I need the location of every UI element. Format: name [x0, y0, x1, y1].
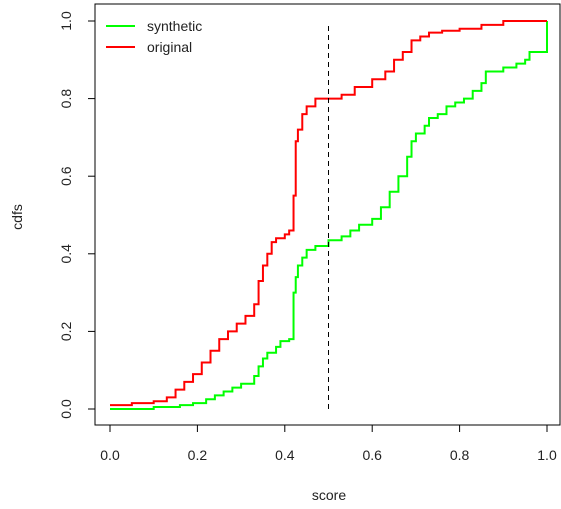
y-tick-label: 0.6 — [58, 166, 74, 186]
y-tick-label: 0.0 — [58, 399, 74, 419]
legend-label-synthetic: synthetic — [147, 18, 202, 34]
y-axis: 0.0 0.2 0.4 0.6 0.8 1.0 — [58, 11, 95, 419]
y-tick-label: 1.0 — [58, 11, 74, 31]
y-axis-label: cdfs — [9, 204, 25, 230]
series-layer — [109, 20, 548, 410]
x-axis-label: score — [312, 487, 346, 503]
x-tick-label: 0.8 — [450, 447, 470, 463]
y-tick-label: 0.8 — [58, 89, 74, 109]
legend-label-original: original — [147, 39, 192, 55]
series-line-original — [110, 20, 547, 407]
x-tick-label: 0.2 — [188, 447, 208, 463]
plot-frame — [94, 3, 561, 426]
x-tick-label: 0.0 — [100, 447, 120, 463]
x-tick-label: 0.6 — [362, 447, 382, 463]
x-tick-label: 1.0 — [537, 447, 557, 463]
y-tick-label: 0.4 — [58, 244, 74, 264]
x-axis: 0.0 0.2 0.4 0.6 0.8 1.0 — [100, 425, 557, 463]
legend: synthetic original — [106, 18, 202, 55]
y-tick-label: 0.2 — [58, 321, 74, 341]
x-tick-label: 0.4 — [275, 447, 295, 463]
series-line-synthetic — [110, 21, 548, 410]
